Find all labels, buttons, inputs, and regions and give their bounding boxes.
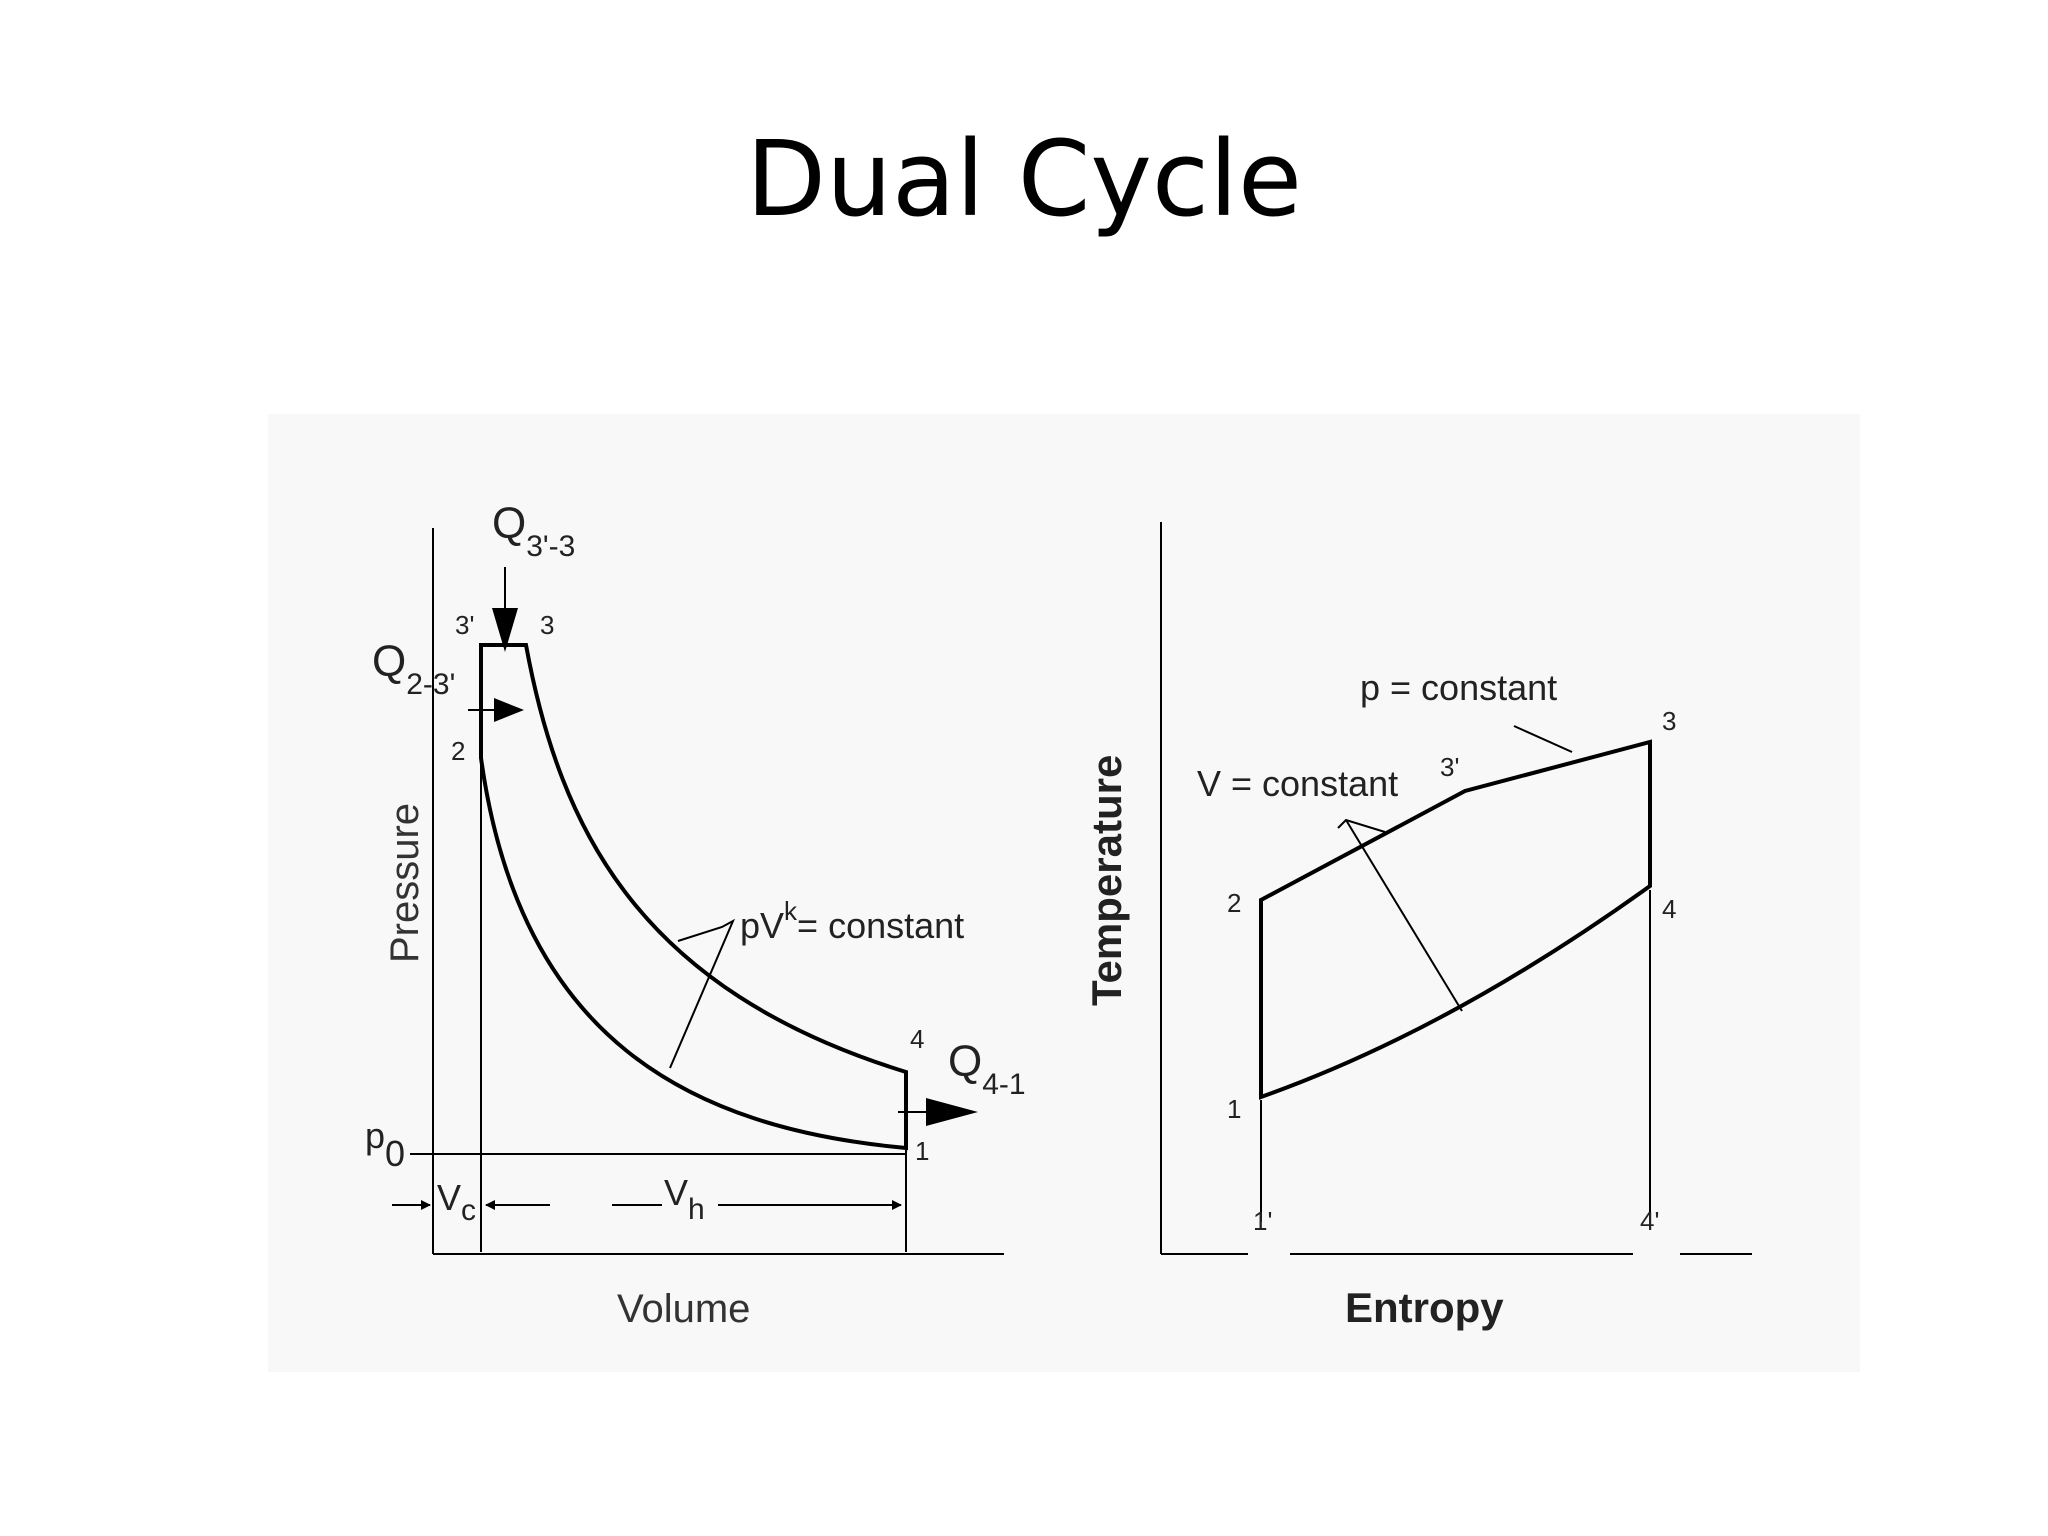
vh-label: Vh: [664, 1172, 705, 1226]
pv-point-3: 3: [540, 610, 554, 640]
isobar-leader: [1513, 725, 1573, 753]
slide-title: Dual Cycle: [746, 118, 1302, 240]
q23-arrow-head: [494, 698, 524, 722]
ts-point-2: 2: [1227, 888, 1241, 918]
p0-label: p0: [365, 1115, 405, 1174]
pv-point-3prime: 3': [455, 610, 474, 640]
ts-axis-y-label: Temperature: [1083, 755, 1130, 1006]
ts-point-1prime: 1': [1253, 1206, 1272, 1236]
isobar-label: p = constant: [1360, 667, 1557, 708]
isochore-label: V = constant: [1197, 763, 1398, 804]
adiabat-leader: [669, 918, 736, 1069]
vc-label: Vc: [437, 1177, 476, 1227]
ts-point-4prime: 4': [1640, 1206, 1659, 1236]
isochore-leader-long: [1345, 819, 1463, 1012]
pv-cycle-path: [479, 643, 908, 1151]
pv-point-1: 1: [915, 1136, 929, 1166]
q33-label: Q3'-3: [492, 499, 575, 563]
adiabat-label: pVk= constant: [740, 896, 964, 946]
pv-axis-x-label: Volume: [617, 1287, 750, 1331]
pv-axis-y-label: Pressure: [383, 803, 427, 963]
ts-point-1: 1: [1227, 1094, 1241, 1124]
pv-point-2: 2: [451, 736, 465, 766]
isochore-leader: [1337, 818, 1386, 833]
q23-label: Q2-3': [372, 637, 455, 701]
pv-diagram: Pressure Volume Q3'-3 Q2-3' Q4-1 3' 3 2 …: [365, 499, 1026, 1331]
q41-arrow-head: [926, 1098, 978, 1126]
ts-point-3: 3: [1662, 706, 1676, 736]
diagram-panel: [268, 414, 1860, 1372]
ts-point-3prime: 3': [1440, 752, 1459, 782]
ts-cycle-path: [1259, 739, 1652, 1100]
ts-diagram: Temperature Entropy p = constant V = con…: [1083, 522, 1752, 1331]
pv-point-4: 4: [910, 1024, 924, 1054]
q33-arrow-head: [492, 608, 518, 652]
ts-axis-x-label: Entropy: [1345, 1284, 1504, 1331]
q41-label: Q4-1: [948, 1037, 1026, 1101]
ts-point-4: 4: [1662, 894, 1676, 924]
